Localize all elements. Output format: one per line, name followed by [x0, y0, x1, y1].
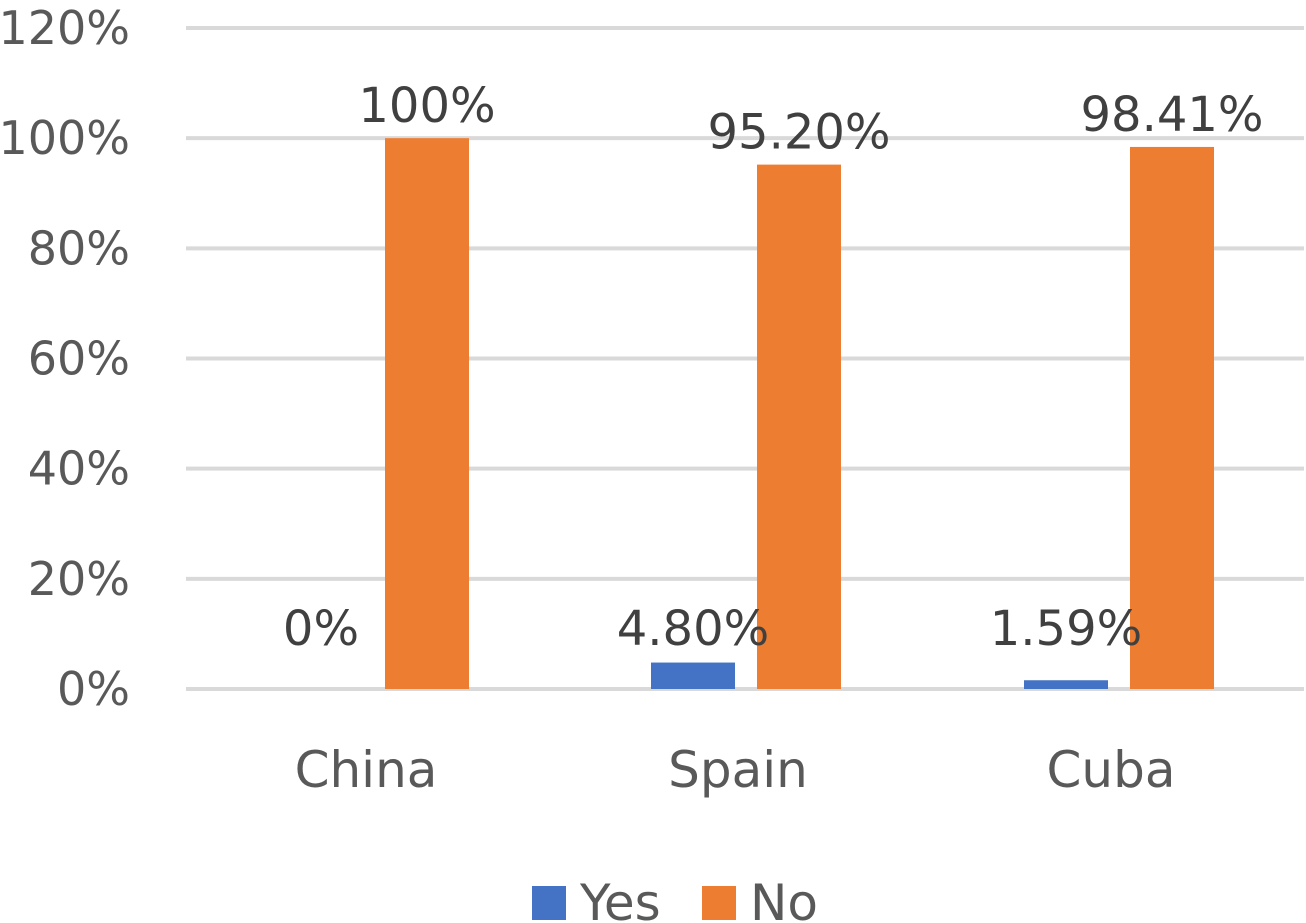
data-label-no-china: 100%: [358, 78, 495, 134]
gridlines: [186, 26, 1304, 691]
bar-no-spain: [757, 164, 841, 689]
legend-label-yes: Yes: [579, 874, 661, 923]
y-tick-label: 80%: [28, 221, 130, 275]
y-tick-label: 40%: [28, 442, 130, 496]
y-tick-label: 60%: [28, 332, 130, 386]
data-label-no-spain: 95.20%: [707, 105, 890, 161]
legend-swatch-yes: [532, 886, 566, 920]
bar-no-cuba: [1130, 146, 1214, 689]
bar-no-china: [385, 138, 469, 689]
data-label-yes-china: 0%: [283, 601, 359, 657]
y-tick-label: 0%: [57, 662, 130, 716]
data-labels: 0% 100% 4.80% 95.20% 1.59% 98.41%: [283, 78, 1264, 657]
bar-yes-spain: [651, 662, 735, 689]
y-axis-tick-labels: 0% 20% 40% 60% 80% 100% 120%: [0, 1, 130, 716]
category-label-spain: Spain: [668, 741, 808, 799]
legend: Yes No: [532, 874, 818, 923]
legend-label-no: No: [750, 874, 818, 923]
data-label-no-cuba: 98.41%: [1080, 87, 1263, 143]
data-label-yes-cuba: 1.59%: [990, 601, 1142, 657]
bars: [385, 138, 1214, 689]
bar-yes-cuba: [1024, 680, 1108, 689]
y-tick-label: 20%: [28, 552, 130, 606]
category-label-cuba: Cuba: [1047, 741, 1176, 799]
category-label-china: China: [295, 741, 438, 799]
x-axis-category-labels: China Spain Cuba: [295, 741, 1176, 799]
y-tick-label: 100%: [0, 111, 130, 165]
legend-swatch-no: [702, 886, 736, 920]
y-tick-label: 120%: [0, 1, 130, 55]
data-label-yes-spain: 4.80%: [617, 601, 769, 657]
